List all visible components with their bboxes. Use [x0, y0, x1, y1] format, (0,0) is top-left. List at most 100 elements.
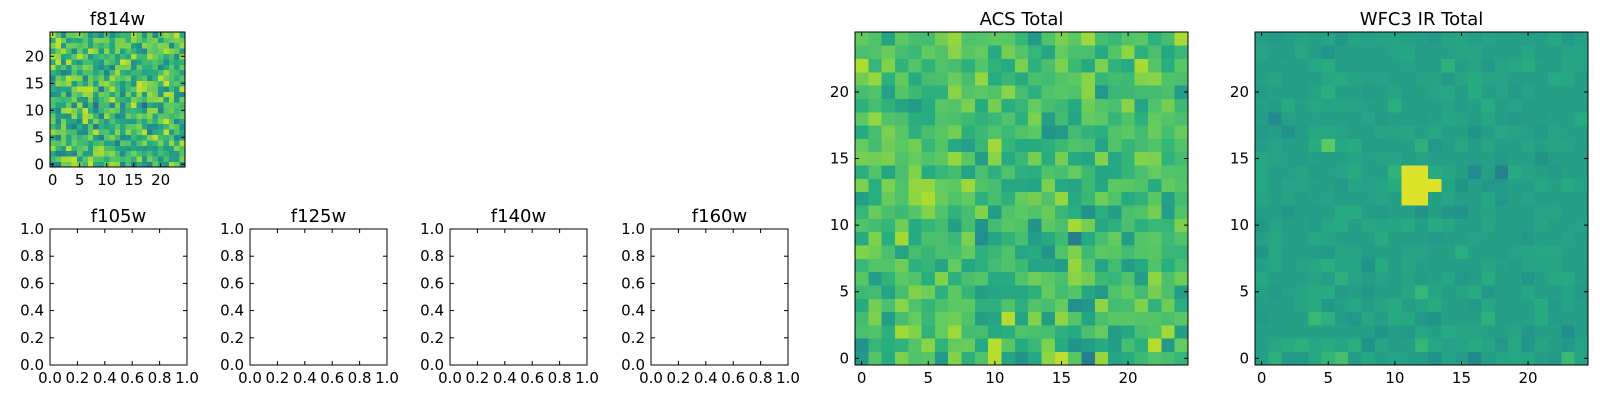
heatmap-cell [948, 232, 962, 246]
heatmap-cell [1428, 112, 1442, 126]
heatmap-cell [948, 285, 962, 299]
heatmap-cell [882, 312, 896, 326]
heatmap-cell [72, 118, 78, 124]
heatmap-cell [855, 232, 869, 246]
heatmap-cell [1362, 112, 1376, 126]
heatmap-cell [1055, 325, 1069, 339]
heatmap-cell [1295, 232, 1309, 246]
y-tick-label: 10 [25, 101, 44, 119]
heatmap-cell [142, 32, 148, 38]
x-tick-label: 0.2 [666, 369, 690, 387]
heatmap-cell [1068, 125, 1082, 139]
heatmap-cell [975, 72, 989, 86]
heatmap-cell [922, 152, 936, 166]
heatmap-cell [855, 45, 869, 59]
heatmap-cell [1561, 245, 1575, 259]
heatmap-cell [1388, 205, 1402, 219]
heatmap-cell [1348, 272, 1362, 286]
heatmap-cell [1388, 125, 1402, 139]
heatmap-cell [50, 64, 56, 70]
heatmap-cell [126, 54, 132, 60]
heatmap-cell [1535, 192, 1549, 206]
heatmap-cell [988, 218, 1002, 232]
heatmap-cell [1548, 325, 1562, 339]
heatmap-cell [1148, 85, 1162, 99]
heatmap-cell [1135, 325, 1149, 339]
heatmap-cell [1028, 258, 1042, 272]
heatmap-cell [126, 32, 132, 38]
heatmap-cell [1441, 205, 1455, 219]
heatmap-cell [180, 64, 186, 70]
heatmap-cell [1308, 232, 1322, 246]
heatmap-cell [948, 218, 962, 232]
heatmap-cell [1575, 112, 1589, 126]
heatmap-cell [1135, 45, 1149, 59]
heatmap-cell [1148, 125, 1162, 139]
heatmap-cell [1495, 179, 1509, 193]
heatmap-cell [180, 145, 186, 151]
heatmap-cell [1028, 245, 1042, 259]
heatmap-cell [1081, 32, 1095, 46]
heatmap-cell [104, 37, 110, 43]
heatmap-cell [1135, 165, 1149, 179]
heatmap-cell [1548, 258, 1562, 272]
heatmap-cell [868, 125, 882, 139]
heatmap-cell [61, 48, 67, 54]
heatmap-cell [895, 325, 909, 339]
heatmap-cell [126, 70, 132, 76]
heatmap-cell [77, 64, 83, 70]
heatmap-cell [1282, 285, 1296, 299]
heatmap-cell [1322, 298, 1336, 312]
heatmap-cell [109, 64, 115, 70]
heatmap-cell [882, 125, 896, 139]
heatmap-cell [1362, 258, 1376, 272]
heatmap-cell [82, 32, 88, 38]
heatmap-cell [935, 99, 949, 113]
heatmap-cell [72, 156, 78, 162]
heatmap-cell [922, 125, 936, 139]
heatmap-cell [1135, 312, 1149, 326]
heatmap-cell [104, 81, 110, 87]
heatmap-cell [93, 43, 99, 49]
heatmap-cell [1002, 338, 1016, 352]
heatmap-cell [1175, 59, 1189, 73]
heatmap-cell [1322, 139, 1336, 153]
heatmap-cell [1015, 352, 1029, 366]
heatmap-cell [1548, 352, 1562, 366]
heatmap-cell [1508, 59, 1522, 73]
heatmap-cell [1428, 99, 1442, 113]
heatmap-cell [1255, 312, 1269, 326]
heatmap-cell [1508, 45, 1522, 59]
heatmap-cell [1335, 205, 1349, 219]
heatmap-cell [975, 32, 989, 46]
heatmap-cell [895, 285, 909, 299]
heatmap-cell [82, 48, 88, 54]
heatmap-cell [55, 70, 61, 76]
heatmap-cell [66, 97, 72, 103]
heatmap-cell [1255, 112, 1269, 126]
heatmap-cell [1095, 232, 1109, 246]
y-tick-label: 1.0 [220, 220, 244, 238]
heatmap-cell [1375, 45, 1389, 59]
heatmap-cell [88, 145, 94, 151]
heatmap-cell [882, 72, 896, 86]
heatmap-cell [136, 59, 142, 65]
heatmap-cell [1148, 325, 1162, 339]
heatmap-cell [988, 205, 1002, 219]
heatmap-cell [99, 108, 105, 114]
heatmap-cell [1255, 232, 1269, 246]
heatmap-cell [153, 75, 159, 81]
heatmap-cell [163, 54, 169, 60]
heatmap-cell [1135, 99, 1149, 113]
heatmap-cell [1322, 218, 1336, 232]
heatmap-cell [1495, 192, 1509, 206]
heatmap-cell [77, 118, 83, 124]
heatmap-cell [1161, 139, 1175, 153]
heatmap-cell [120, 91, 126, 97]
heatmap-cells [50, 32, 185, 167]
heatmap-cell [120, 37, 126, 43]
heatmap-cell [1255, 125, 1269, 139]
heatmap-cell [142, 48, 148, 54]
subplot-acs-total: ACS Total0 5 10 15 2005101520 [830, 9, 1188, 387]
heatmap-cell [136, 108, 142, 114]
